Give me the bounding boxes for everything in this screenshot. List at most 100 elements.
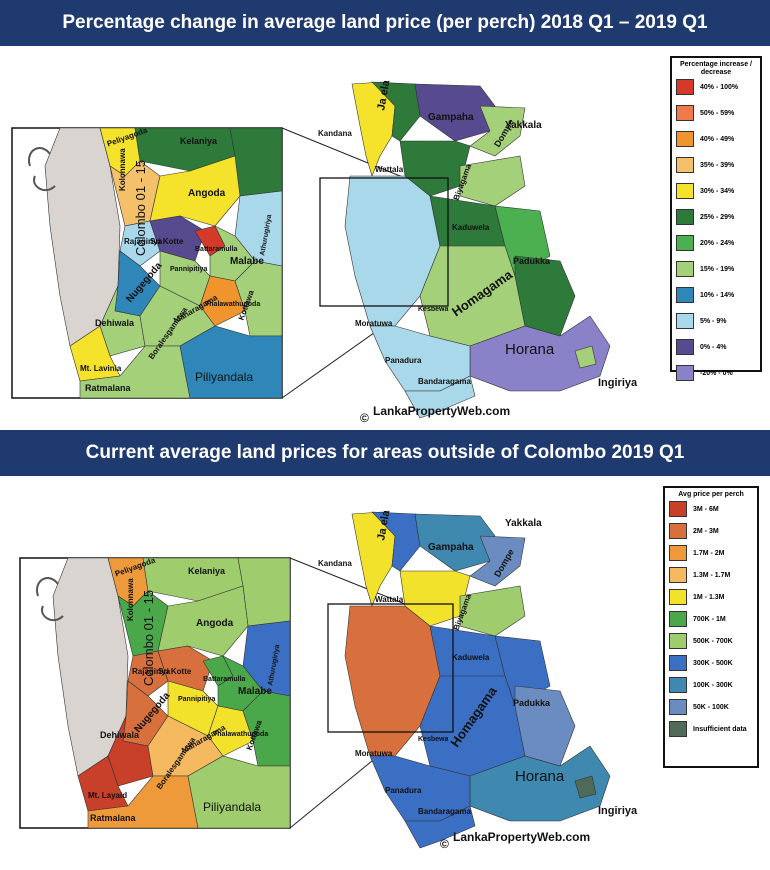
- map1-main-map: [344, 81, 611, 419]
- map1-label-gampaha: Gampaha: [428, 112, 474, 123]
- map1-label-battaramulla: Battaramulla: [195, 246, 238, 253]
- map2-svg: Yakkala Kandana Gampaha Ja ela Wattala D…: [19, 508, 638, 851]
- map2-legend-label: 300K - 500K: [693, 659, 733, 667]
- map1-label-horana: Horana: [505, 341, 555, 358]
- map2-legend-item: Insufficient data: [665, 721, 757, 737]
- map2-legend-swatch: [669, 655, 687, 671]
- map2-region-biyagama: [459, 585, 526, 637]
- map2-legend-item: 1M - 1.3M: [665, 589, 757, 605]
- map2-label-kelaniya: Kelaniya: [188, 566, 226, 576]
- map2-inset-kotte: [157, 645, 214, 692]
- map2-label-ingiriya: Ingiriya: [598, 805, 638, 817]
- map2-copyright-icon: ©: [440, 837, 449, 851]
- map1-label-ingiriya: Ingiriya: [598, 377, 638, 389]
- map2-label-moratuwa: Moratuwa: [355, 749, 393, 758]
- map2-legend-item: 700K - 1M: [665, 611, 757, 627]
- map2-title-banner: Current average land prices for areas ou…: [0, 430, 770, 476]
- map1-inset-marker: [319, 177, 449, 307]
- map2-legend-label: 1.7M - 2M: [693, 549, 725, 557]
- map1-inset-rajagiriya: [119, 220, 161, 267]
- map1-legend-item: 25% - 29%: [672, 209, 760, 225]
- map2-legend-item: 1.7M - 2M: [665, 545, 757, 561]
- map2-inset-marker: [327, 603, 454, 733]
- map2-legend-swatch: [669, 611, 687, 627]
- map1-label-piliyandala: Piliyandala: [195, 370, 253, 384]
- map1-credit: LankaPropertyWeb.com: [373, 404, 511, 418]
- map2-legend-label: Insufficient data: [693, 725, 747, 733]
- map1-label-rajagiriya: Rajagiriya: [124, 237, 163, 246]
- map1-label-kelaniya: Kelaniya: [180, 136, 218, 146]
- map2-legend-item: 300K - 500K: [665, 655, 757, 671]
- map1-label-bandaragama: Bandaragama: [418, 377, 471, 386]
- map1-label-yakkala: Yakkala: [505, 120, 542, 131]
- map1-legend-label: 35% - 39%: [700, 161, 735, 169]
- map1-legend-swatch: [676, 313, 694, 329]
- map2-label-malabe: Malabe: [238, 686, 272, 697]
- map1-legend-label: 25% - 29%: [700, 213, 735, 221]
- map2-region-ingiriya: [574, 775, 597, 799]
- map1-legend-item: 10% - 14%: [672, 287, 760, 303]
- map1-label-dehiwala: Dehiwala: [95, 318, 135, 328]
- map2-label-padukka: Padukka: [513, 698, 551, 708]
- map1-legend-swatch: [676, 105, 694, 121]
- map1-region-dompe: [469, 105, 526, 157]
- map2-label-battaramulla: Battaramulla: [203, 676, 246, 683]
- map1-legend-swatch: [676, 287, 694, 303]
- map1-legend-label: 50% - 59%: [700, 109, 735, 117]
- map1-legend-label: 10% - 14%: [700, 291, 735, 299]
- map2-legend-swatch: [669, 677, 687, 693]
- map2-main-map: [344, 511, 611, 849]
- map1-label-kolonnawa: Kolonnawa: [118, 148, 127, 191]
- map1-inset-kotte: [149, 215, 206, 262]
- map2-legend-swatch: [669, 699, 687, 715]
- map2-label-kaduwela: Kaduwela: [452, 653, 490, 662]
- map1-label-padukka: Padukka: [513, 256, 551, 266]
- map1-legend-label: -20% - 0%: [700, 369, 733, 377]
- map2-label-thalawathugoda: Thalawathugoda: [213, 731, 268, 738]
- map2-legend-item: 1.3M - 1.7M: [665, 567, 757, 583]
- map1-legend-item: 5% - 9%: [672, 313, 760, 329]
- map2-legend-item: 3M - 6M: [665, 501, 757, 517]
- map1-legend-item: 35% - 39%: [672, 157, 760, 173]
- map2-inset-harbour: [36, 577, 64, 622]
- map1-region-bandaragama: [404, 375, 476, 419]
- map2-connector-line: [289, 557, 406, 605]
- map1-label-wattala: Wattala: [375, 165, 404, 174]
- map1-inset-harbour: [28, 147, 56, 192]
- map2-legend-label: 3M - 6M: [693, 505, 719, 513]
- map1-label-ratmalana: Ratmalana: [85, 383, 132, 393]
- map2-legend-swatch: [669, 545, 687, 561]
- map2-legend-label: 2M - 3M: [693, 527, 719, 535]
- map1-legend-item: 0% - 4%: [672, 339, 760, 355]
- map1-inset-piliyandala: [179, 325, 283, 399]
- map1-legend-item: 15% - 19%: [672, 261, 760, 277]
- map2-label-kotte: Sri Kotte: [158, 667, 192, 676]
- map2-legend-item: 100K - 300K: [665, 677, 757, 693]
- map1-legend-swatch: [676, 131, 694, 147]
- map2-label-panadura: Panadura: [385, 786, 422, 795]
- map1-label-kesbewa: Kesbewa: [418, 306, 448, 313]
- map2-inset-piliyandala: [187, 755, 291, 829]
- map1-legend-label: 0% - 4%: [700, 343, 727, 351]
- map1-region-horana: [469, 315, 611, 392]
- map1-legend-swatch: [676, 79, 694, 95]
- map1-legend-swatch: [676, 209, 694, 225]
- map2-label-wattala: Wattala: [375, 595, 404, 604]
- map2-label-kesbewa: Kesbewa: [418, 736, 448, 743]
- map1-legend-label: 15% - 19%: [700, 265, 735, 273]
- map2-credit: LankaPropertyWeb.com: [453, 830, 591, 844]
- map1-legend-label: 5% - 9%: [700, 317, 727, 325]
- map2-legend-label: 100K - 300K: [693, 681, 733, 689]
- map1-title: Percentage change in average land price …: [62, 12, 708, 33]
- map2-label-bandaragama: Bandaragama: [418, 807, 471, 816]
- map1-legend: Percentage increase / decrease 40% - 100…: [670, 56, 762, 381]
- map1-label-malabe: Malabe: [230, 256, 264, 267]
- map2-legend-title: Avg price per perch: [678, 491, 744, 498]
- map2-label-angoda: Angoda: [196, 618, 234, 629]
- map1-inset-mtlavinia: [69, 325, 121, 382]
- map2-region-inset-area: [344, 605, 441, 757]
- map2-legend-label: 50K - 100K: [693, 703, 729, 711]
- map1-legend-label: 20% - 24%: [700, 239, 735, 247]
- map2-label-kandana: Kandana: [318, 559, 352, 568]
- map2-legend-swatch: [669, 589, 687, 605]
